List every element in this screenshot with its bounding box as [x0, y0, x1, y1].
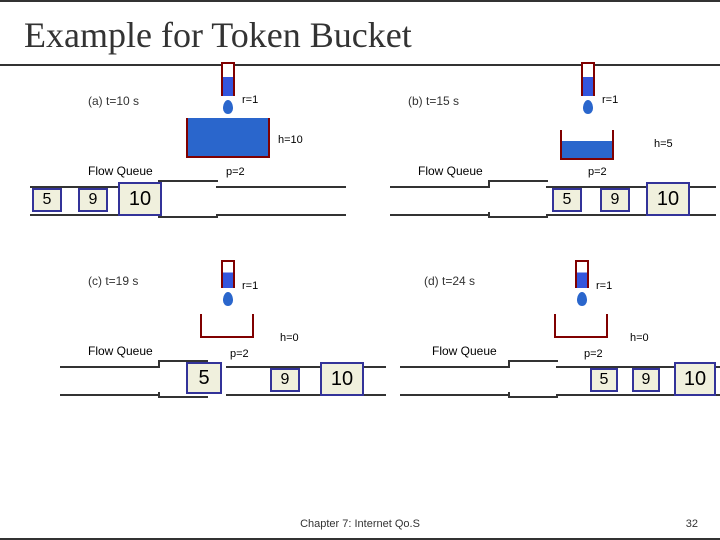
packet: 10 — [646, 182, 690, 216]
bucket-water — [188, 118, 268, 156]
queue-line — [158, 360, 160, 368]
output-line — [216, 186, 346, 188]
inflow-pipe — [581, 62, 595, 96]
packet: 10 — [674, 362, 716, 396]
token-bucket — [186, 118, 270, 158]
queue-line — [390, 214, 490, 216]
packet: 5 — [186, 362, 222, 394]
h-label: h=0 — [630, 332, 649, 344]
panel-b-caption: (b) t=15 s — [408, 94, 459, 108]
packet-value: 9 — [89, 191, 98, 209]
queue-line — [400, 366, 510, 368]
queue-line — [158, 392, 160, 398]
panel-b: (b) t=15 s r=1 h=5 Flow Queue p=2 5 9 10 — [360, 86, 720, 276]
output-line — [546, 214, 716, 216]
footer-page: 32 — [686, 518, 698, 530]
packet-value: 5 — [600, 371, 609, 389]
output-line — [216, 214, 346, 216]
packet-value: 9 — [611, 191, 620, 209]
water-drop-icon — [223, 292, 233, 306]
packet: 5 — [552, 188, 582, 212]
p-label: p=2 — [230, 348, 249, 360]
token-bucket — [200, 314, 254, 338]
packet-value: 5 — [43, 191, 52, 209]
h-label: h=0 — [280, 332, 299, 344]
queue-line — [390, 186, 490, 188]
packet-value: 5 — [198, 367, 209, 390]
r-label: r=1 — [596, 280, 612, 292]
panel-a-caption: (a) t=10 s — [88, 94, 139, 108]
h-label: h=5 — [654, 138, 673, 150]
inflow-pipe — [575, 260, 589, 288]
panel-c-caption: (c) t=19 s — [88, 274, 138, 288]
flow-queue-label: Flow Queue — [418, 164, 483, 178]
token-bucket — [560, 130, 614, 160]
packet: 10 — [320, 362, 364, 396]
inflow-pipe — [221, 62, 235, 96]
h-label: h=10 — [278, 134, 303, 146]
p-label: p=2 — [584, 348, 603, 360]
panel-d-caption: (d) t=24 s — [424, 274, 475, 288]
p-label: p=2 — [588, 166, 607, 178]
inflow-pipe — [221, 260, 235, 288]
packet: 9 — [270, 368, 300, 392]
packet-value: 10 — [129, 188, 151, 211]
queue-line — [488, 216, 548, 218]
water-drop-icon — [223, 100, 233, 114]
token-bucket — [554, 314, 608, 338]
footer-chapter: Chapter 7: Internet Qo.S — [300, 518, 420, 530]
queue-line — [400, 394, 510, 396]
water-drop-icon — [583, 100, 593, 114]
panel-d: (d) t=24 s r=1 h=0 Flow Queue p=2 5 9 10 — [380, 266, 720, 466]
queue-line — [158, 216, 218, 218]
panel-a: (a) t=10 s r=1 h=10 Flow Queue p=2 5 9 1… — [0, 86, 360, 276]
queue-line — [488, 212, 490, 218]
bucket-water — [562, 141, 612, 158]
flow-queue-label: Flow Queue — [88, 344, 153, 358]
packet: 5 — [32, 188, 62, 212]
queue-line — [158, 180, 218, 182]
packet-value: 9 — [281, 371, 290, 389]
slide-title: Example for Token Bucket — [0, 2, 720, 64]
packet: 9 — [632, 368, 660, 392]
packet-value: 5 — [563, 191, 572, 209]
queue-line — [508, 396, 558, 398]
packet: 5 — [590, 368, 618, 392]
queue-line — [158, 396, 208, 398]
r-label: r=1 — [242, 280, 258, 292]
r-label: r=1 — [602, 94, 618, 106]
title-underline — [0, 64, 720, 66]
packet-value: 10 — [331, 368, 353, 391]
panel-c: (c) t=19 s r=1 h=0 Flow Queue p=2 5 9 10 — [0, 266, 400, 466]
packet-value: 10 — [657, 188, 679, 211]
queue-line — [508, 360, 510, 368]
queue-line — [508, 360, 558, 362]
queue-line — [488, 180, 548, 182]
water-drop-icon — [577, 292, 587, 306]
queue-line — [60, 394, 160, 396]
packet: 10 — [118, 182, 162, 216]
packet: 9 — [78, 188, 108, 212]
packet-value: 9 — [642, 371, 651, 389]
r-label: r=1 — [242, 94, 258, 106]
queue-line — [488, 180, 490, 188]
packet-value: 10 — [684, 368, 706, 391]
packet: 9 — [600, 188, 630, 212]
flow-queue-label: Flow Queue — [432, 344, 497, 358]
p-label: p=2 — [226, 166, 245, 178]
diagram-panels: (a) t=10 s r=1 h=10 Flow Queue p=2 5 9 1… — [0, 86, 720, 486]
queue-line — [508, 392, 510, 398]
flow-queue-label: Flow Queue — [88, 164, 153, 178]
queue-line — [60, 366, 160, 368]
